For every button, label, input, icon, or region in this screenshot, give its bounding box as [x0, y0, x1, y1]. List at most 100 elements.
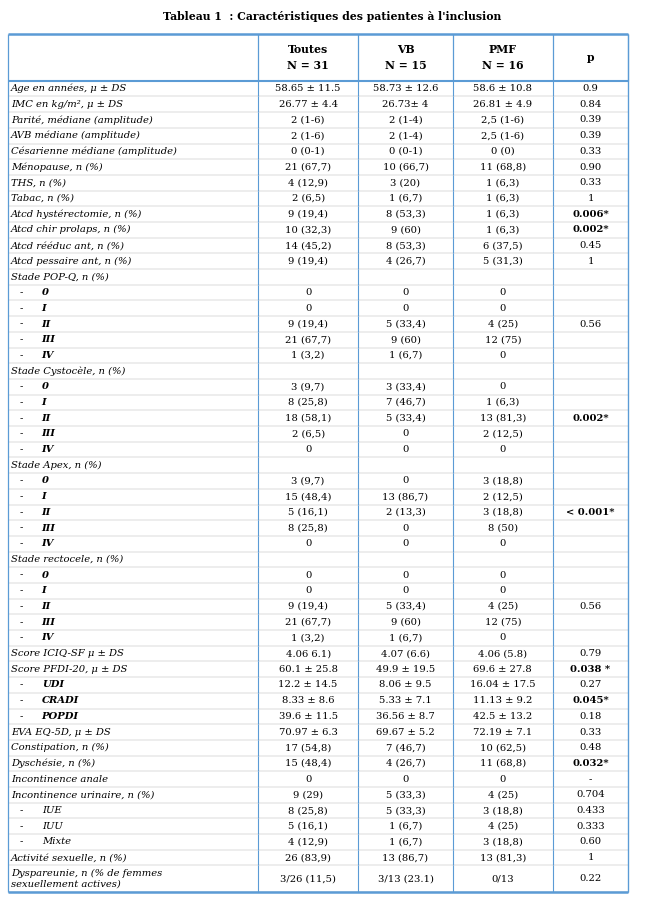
- Text: 0: 0: [402, 775, 409, 784]
- Text: 0.002*: 0.002*: [572, 414, 608, 423]
- Text: 58.65 ± 11.5: 58.65 ± 11.5: [275, 85, 341, 93]
- Text: -: -: [20, 539, 23, 548]
- Text: 0.48: 0.48: [579, 743, 602, 752]
- Text: 0.333: 0.333: [576, 822, 604, 831]
- Text: 12 (75): 12 (75): [485, 618, 521, 627]
- Text: 0.038 *: 0.038 *: [571, 664, 610, 673]
- Text: 1 (6,3): 1 (6,3): [486, 398, 519, 407]
- Text: 5 (16,1): 5 (16,1): [288, 822, 328, 831]
- Text: 15 (48,4): 15 (48,4): [285, 492, 331, 501]
- Text: -: -: [20, 618, 23, 627]
- Text: < 0.001*: < 0.001*: [566, 508, 614, 517]
- Text: 0: 0: [499, 634, 506, 643]
- Text: -: -: [20, 634, 23, 643]
- Text: 4 (26,7): 4 (26,7): [386, 257, 426, 266]
- Text: 0.39: 0.39: [579, 131, 602, 140]
- Text: -: -: [20, 288, 23, 298]
- Text: -: -: [20, 414, 23, 423]
- Text: Atcd rééduc ant, n (%): Atcd rééduc ant, n (%): [11, 241, 125, 250]
- Text: 0: 0: [305, 304, 311, 313]
- Text: 2 (1-4): 2 (1-4): [388, 131, 422, 140]
- Text: 6 (37,5): 6 (37,5): [483, 241, 523, 250]
- Text: -: -: [20, 351, 23, 360]
- Text: -: -: [20, 523, 23, 532]
- Text: 3 (20): 3 (20): [390, 178, 420, 187]
- Text: 3 (9,7): 3 (9,7): [291, 382, 325, 391]
- Text: 13 (86,7): 13 (86,7): [382, 853, 428, 862]
- Text: 0: 0: [402, 445, 409, 454]
- Text: 0: 0: [42, 571, 49, 580]
- Text: 8 (25,8): 8 (25,8): [289, 398, 328, 407]
- Text: 0: 0: [402, 523, 409, 532]
- Text: 0: 0: [499, 539, 506, 548]
- Text: 7 (46,7): 7 (46,7): [386, 398, 426, 407]
- Text: sexuellement actives): sexuellement actives): [11, 879, 121, 888]
- Text: 9 (19,4): 9 (19,4): [288, 602, 328, 611]
- Text: THS, n (%): THS, n (%): [11, 178, 66, 187]
- Text: 0.006*: 0.006*: [572, 209, 609, 218]
- Text: 3 (9,7): 3 (9,7): [291, 476, 325, 485]
- Text: 0.045*: 0.045*: [572, 696, 609, 705]
- Text: 5.33 ± 7.1: 5.33 ± 7.1: [379, 696, 432, 705]
- Text: 2 (12,5): 2 (12,5): [483, 430, 523, 439]
- Text: 0: 0: [305, 571, 311, 580]
- Text: 3 (18,8): 3 (18,8): [483, 508, 523, 517]
- Text: I: I: [42, 492, 47, 501]
- Text: 0.33: 0.33: [579, 178, 602, 187]
- Text: 0: 0: [305, 586, 311, 595]
- Text: 2 (6,5): 2 (6,5): [291, 430, 325, 439]
- Text: 2 (1-4): 2 (1-4): [388, 115, 422, 124]
- Text: II: II: [42, 508, 51, 517]
- Text: -: -: [20, 430, 23, 439]
- Text: Mixte: Mixte: [42, 838, 70, 847]
- Text: IV: IV: [42, 445, 54, 454]
- Text: 0.002*: 0.002*: [572, 226, 608, 235]
- Text: 0.90: 0.90: [579, 163, 602, 172]
- Text: 11.13 ± 9.2: 11.13 ± 9.2: [473, 696, 533, 705]
- Text: -: -: [20, 445, 23, 454]
- Text: 1 (6,7): 1 (6,7): [389, 634, 422, 643]
- Text: POPDI: POPDI: [42, 712, 78, 721]
- Text: 1 (6,3): 1 (6,3): [486, 226, 519, 235]
- Text: 2,5 (1-6): 2,5 (1-6): [481, 115, 525, 124]
- Text: 0: 0: [42, 382, 49, 391]
- Text: 7 (46,7): 7 (46,7): [386, 743, 426, 752]
- Text: 0: 0: [305, 539, 311, 548]
- Text: 0: 0: [499, 445, 506, 454]
- Text: Toutes: Toutes: [288, 43, 329, 55]
- Text: 1 (6,3): 1 (6,3): [486, 178, 519, 187]
- Text: 2 (1-6): 2 (1-6): [291, 131, 325, 140]
- Text: VB: VB: [397, 43, 414, 55]
- Text: EVA EQ-5D, μ ± DS: EVA EQ-5D, μ ± DS: [11, 727, 111, 736]
- Text: 1 (6,7): 1 (6,7): [389, 838, 422, 847]
- Text: 2,5 (1-6): 2,5 (1-6): [481, 131, 525, 140]
- Text: 0.22: 0.22: [579, 874, 602, 883]
- Text: III: III: [42, 523, 56, 532]
- Text: 0: 0: [499, 382, 506, 391]
- Text: I: I: [42, 304, 47, 313]
- Text: 0: 0: [402, 304, 409, 313]
- Text: 4 (12,9): 4 (12,9): [288, 178, 328, 187]
- Text: 5 (33,4): 5 (33,4): [386, 414, 426, 423]
- Text: 13 (81,3): 13 (81,3): [479, 853, 526, 862]
- Text: N = 16: N = 16: [482, 60, 523, 71]
- Text: 69.6 ± 27.8: 69.6 ± 27.8: [473, 664, 532, 673]
- Text: Activité sexuelle, n (%): Activité sexuelle, n (%): [11, 853, 128, 862]
- Text: 5 (33,4): 5 (33,4): [386, 319, 426, 328]
- Text: Incontinence urinaire, n (%): Incontinence urinaire, n (%): [11, 790, 154, 799]
- Text: Parité, médiane (amplitude): Parité, médiane (amplitude): [11, 115, 153, 125]
- Text: -: -: [20, 712, 23, 721]
- Text: III: III: [42, 335, 56, 344]
- Text: 0.33: 0.33: [579, 727, 602, 736]
- Text: III: III: [42, 430, 56, 439]
- Text: 8 (50): 8 (50): [488, 523, 518, 532]
- Text: 10 (32,3): 10 (32,3): [285, 226, 331, 235]
- Text: 0: 0: [42, 288, 49, 298]
- Text: IV: IV: [42, 351, 54, 360]
- Text: 3/13 (23.1): 3/13 (23.1): [378, 874, 434, 883]
- Text: 26 (83,9): 26 (83,9): [285, 853, 331, 862]
- Text: -: -: [20, 696, 23, 705]
- Text: 21 (67,7): 21 (67,7): [285, 618, 331, 627]
- Text: 4 (25): 4 (25): [487, 602, 518, 611]
- Text: 0 (0-1): 0 (0-1): [389, 147, 422, 156]
